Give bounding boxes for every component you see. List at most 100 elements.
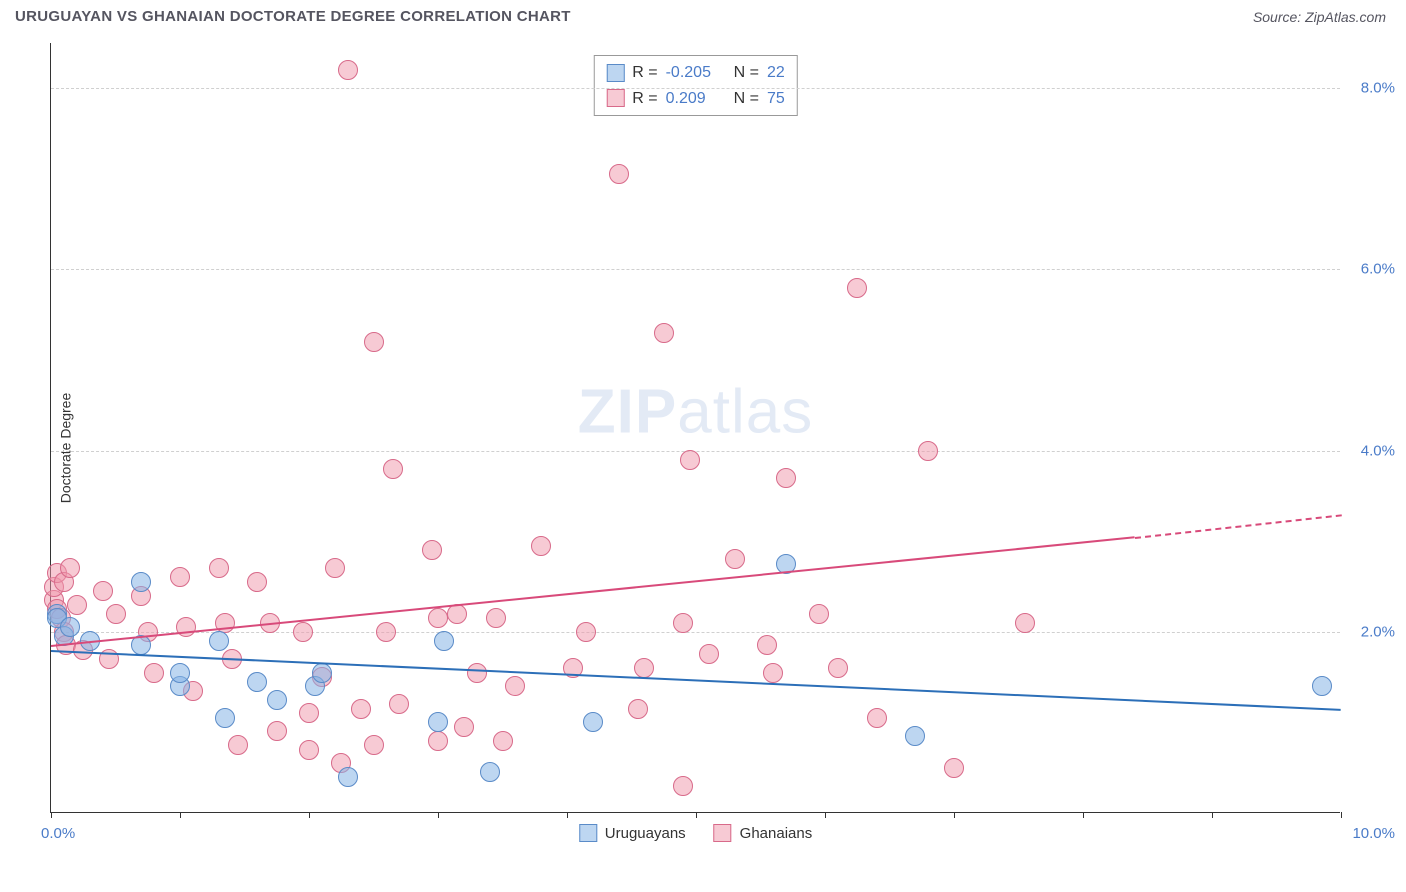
trend-line	[51, 650, 1341, 711]
data-point	[170, 567, 190, 587]
n-label: N =	[734, 60, 759, 86]
data-point	[293, 622, 313, 642]
data-point	[383, 459, 403, 479]
x-tick	[1212, 812, 1213, 818]
data-point	[209, 558, 229, 578]
data-point	[505, 676, 525, 696]
data-point	[338, 767, 358, 787]
plot-area: ZIPatlas R =-0.205N =22R =0.209N =75 Uru…	[50, 43, 1340, 813]
n-label: N =	[734, 86, 759, 112]
data-point	[228, 735, 248, 755]
data-point	[847, 278, 867, 298]
data-point	[428, 731, 448, 751]
data-point	[93, 581, 113, 601]
data-point	[67, 595, 87, 615]
data-point	[299, 740, 319, 760]
x-tick	[567, 812, 568, 818]
data-point	[628, 699, 648, 719]
data-point	[338, 60, 358, 80]
data-point	[454, 717, 474, 737]
legend-row: R =0.209N =75	[606, 86, 784, 112]
data-point	[480, 762, 500, 782]
data-point	[267, 721, 287, 741]
gridline	[51, 632, 1340, 633]
x-tick	[954, 812, 955, 818]
data-point	[422, 540, 442, 560]
data-point	[918, 441, 938, 461]
y-tick-label: 4.0%	[1361, 442, 1395, 459]
data-point	[312, 663, 332, 683]
x-tick	[309, 812, 310, 818]
legend-swatch	[606, 64, 624, 82]
data-point	[60, 617, 80, 637]
data-point	[209, 631, 229, 651]
data-point	[364, 735, 384, 755]
data-point	[763, 663, 783, 683]
data-point	[1312, 676, 1332, 696]
data-point	[634, 658, 654, 678]
legend-item: Ghanaians	[714, 824, 813, 842]
data-point	[609, 164, 629, 184]
data-point	[376, 622, 396, 642]
r-value: -0.205	[666, 60, 726, 86]
x-axis-min-label: 0.0%	[41, 825, 75, 842]
data-point	[60, 558, 80, 578]
x-tick	[1083, 812, 1084, 818]
data-point	[434, 631, 454, 651]
data-point	[867, 708, 887, 728]
data-point	[776, 468, 796, 488]
data-point	[389, 694, 409, 714]
data-point	[809, 604, 829, 624]
legend-label: Uruguayans	[605, 825, 686, 842]
legend-swatch	[606, 89, 624, 107]
series-legend: Uruguayans Ghanaians	[579, 824, 812, 842]
data-point	[364, 332, 384, 352]
r-label: R =	[632, 86, 657, 112]
data-point	[351, 699, 371, 719]
watermark: ZIPatlas	[578, 377, 813, 448]
y-tick-label: 6.0%	[1361, 261, 1395, 278]
legend-swatch	[579, 824, 597, 842]
legend-swatch	[714, 824, 732, 842]
data-point	[247, 672, 267, 692]
stats-legend: R =-0.205N =22R =0.209N =75	[593, 55, 797, 116]
data-point	[583, 712, 603, 732]
data-point	[531, 536, 551, 556]
data-point	[428, 608, 448, 628]
x-tick	[180, 812, 181, 818]
data-point	[106, 604, 126, 624]
data-point	[247, 572, 267, 592]
data-point	[486, 608, 506, 628]
data-point	[905, 726, 925, 746]
data-point	[699, 644, 719, 664]
data-point	[325, 558, 345, 578]
data-point	[828, 658, 848, 678]
data-point	[176, 617, 196, 637]
gridline	[51, 269, 1340, 270]
legend-row: R = -0.205 N = 22	[606, 60, 784, 86]
n-value: 75	[767, 86, 785, 112]
data-point	[267, 690, 287, 710]
x-axis-max-label: 10.0%	[1352, 825, 1395, 842]
data-point	[673, 613, 693, 633]
data-point	[673, 776, 693, 796]
source-label: Source: ZipAtlas.com	[1253, 9, 1386, 25]
chart-title: URUGUAYAN VS GHANAIAN DOCTORATE DEGREE C…	[15, 8, 571, 25]
x-tick	[1341, 812, 1342, 818]
data-point	[757, 635, 777, 655]
legend-item: Uruguayans	[579, 824, 686, 842]
data-point	[654, 323, 674, 343]
chart-container: Doctorate Degree ZIPatlas R =-0.205N =22…	[0, 33, 1406, 863]
y-tick-label: 2.0%	[1361, 623, 1395, 640]
data-point	[576, 622, 596, 642]
gridline	[51, 88, 1340, 89]
data-point	[1015, 613, 1035, 633]
data-point	[215, 708, 235, 728]
data-point	[467, 663, 487, 683]
data-point	[725, 549, 745, 569]
r-label: R =	[632, 60, 657, 86]
x-tick	[696, 812, 697, 818]
n-value: 22	[767, 60, 785, 86]
y-tick-label: 8.0%	[1361, 80, 1395, 97]
data-point	[131, 572, 151, 592]
